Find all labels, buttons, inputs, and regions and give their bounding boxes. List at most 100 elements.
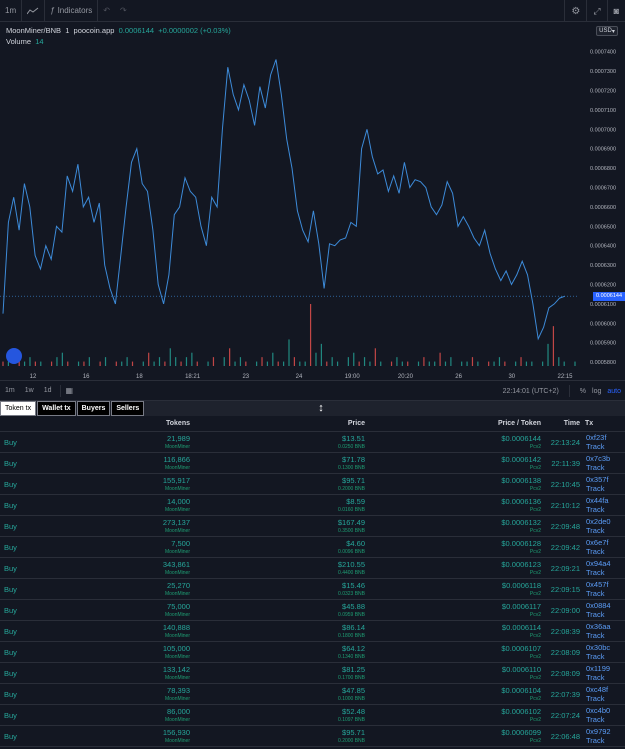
table-row[interactable]: Buy 21,989 MoonMiner $13.51 0.0250 BNB $0.000… [0, 432, 625, 453]
interval-button[interactable]: 1m [0, 0, 23, 22]
track-link[interactable]: Track [586, 568, 605, 577]
track-link[interactable]: Track [586, 715, 605, 724]
price-per-token: $0.0006107 [501, 644, 541, 653]
undo-button[interactable]: ↶ [98, 0, 115, 22]
clock-readout[interactable]: 22:14:01 (UTC+2) [502, 387, 559, 395]
chart-style-button[interactable] [22, 0, 46, 22]
track-link[interactable]: Track [586, 610, 605, 619]
track-link[interactable]: Track [586, 442, 605, 451]
chart-toolbar: 1m ƒ Indicators ↶ ↷ ⚙ ⤢ ◙ [0, 0, 625, 22]
side-label: Buy [4, 564, 17, 573]
tokens-amount: 155,917 [162, 476, 190, 485]
track-link[interactable]: Track [586, 736, 605, 745]
volume-bar [396, 357, 398, 366]
tokens-amount: 116,866 [163, 455, 190, 464]
fullscreen-button[interactable]: ⤢ [586, 0, 606, 22]
table-row[interactable]: Buy 75,000 MoonMiner $45.88 0.0959 BNB $0.000… [0, 600, 625, 621]
tx-tabs: Token tx Wallet tx Buyers Sellers [0, 401, 145, 416]
pool-name: Pcv2 [529, 738, 541, 744]
calendar-icon[interactable]: ▦ [65, 386, 74, 395]
table-row[interactable]: Buy 86,000 MoonMiner $52.48 0.1097 BNB $0.000… [0, 705, 625, 726]
track-link[interactable]: Track [586, 505, 605, 514]
tx-hash-link[interactable]: 0x6e7f [586, 538, 609, 547]
tx-hash-link[interactable]: 0x7c3b [586, 454, 611, 463]
chart-bottom-bar: 1m 1w 1d ▦ 22:14:01 (UTC+2) % log auto [0, 380, 625, 400]
settings-button[interactable]: ⚙ [564, 0, 586, 22]
tab-token-tx[interactable]: Token tx [0, 401, 37, 416]
tx-hash-link[interactable]: 0x9792 [586, 727, 611, 736]
tx-hash-link[interactable]: 0xc4b0 [586, 706, 611, 715]
tx-hash-link[interactable]: 0x44fa [586, 496, 609, 505]
price-bnb: 0.2000 BNB [338, 738, 365, 744]
tokens-amount: 7,500 [171, 539, 190, 548]
panel-splitter[interactable] [0, 400, 625, 416]
tab-buyers[interactable]: Buyers [76, 401, 111, 416]
tab-sellers[interactable]: Sellers [111, 401, 145, 416]
tab-wallet-tx[interactable]: Wallet tx [37, 401, 76, 416]
price-chart[interactable]: 0.0007400 0.0007300 0.0007200 0.0007100 0.00… [0, 22, 625, 380]
chart-area[interactable]: 0.0007400 0.0007300 0.0007200 0.0007100 0.00… [0, 22, 625, 380]
token-name: MoonMiner [164, 486, 190, 492]
track-link[interactable]: Track [586, 631, 605, 640]
tx-hash-link[interactable]: 0x357f [586, 475, 609, 484]
table-row[interactable]: Buy 133,142 MoonMiner $81.25 0.1700 BNB $0.00… [0, 663, 625, 684]
table-row[interactable]: Buy 116,866 MoonMiner $71.78 0.1300 BNB $0.00… [0, 453, 625, 474]
tx-hash-link[interactable]: 0xf23f [586, 433, 607, 442]
volume-bar [131, 361, 134, 366]
table-row[interactable]: Buy 78,393 MoonMiner $47.85 0.1000 BNB $0.000… [0, 684, 625, 705]
tx-hash-link[interactable]: 0x0884 [586, 601, 611, 610]
tx-hash-link[interactable]: 0x30bc [586, 643, 611, 652]
table-row[interactable]: Buy 343,861 MoonMiner $210.55 0.4400 BNB $0.0… [0, 558, 625, 579]
log-toggle[interactable]: log [592, 387, 602, 395]
track-link[interactable]: Track [586, 694, 605, 703]
table-row[interactable]: Buy 25,270 MoonMiner $15.46 0.0323 BNB $0.000… [0, 579, 625, 600]
track-link[interactable]: Track [586, 547, 605, 556]
tx-hash-link[interactable]: 0x1199 [586, 664, 611, 673]
table-row[interactable]: Buy 7,500 MoonMiner $4.60 0.0096 BNB $0.00061… [0, 537, 625, 558]
track-link[interactable]: Track [586, 484, 605, 493]
track-link[interactable]: Track [586, 463, 605, 472]
x-tick-label: 12 [30, 374, 37, 380]
currency-selector[interactable]: USD ▾ [596, 26, 618, 36]
tx-hash-link[interactable]: 0x36aa [586, 622, 611, 631]
table-row[interactable]: Buy 14,000 MoonMiner $8.59 0.0160 BNB $0.0006… [0, 495, 625, 516]
table-row[interactable]: Buy 156,930 MoonMiner $95.71 0.2000 BNB $0.00… [0, 726, 625, 747]
table-row[interactable]: Buy 140,888 MoonMiner $86.14 0.1800 BNB $0.00… [0, 621, 625, 642]
volume-bar [374, 348, 376, 366]
x-tick-label: 26 [455, 374, 462, 380]
resize-handle-icon[interactable]: ↕ [318, 402, 324, 414]
chart-legend: MoonMiner/BNB 1 poocoin.app 0.0006144 +0… [6, 26, 231, 35]
side-label: Buy [4, 732, 17, 741]
range-1m[interactable]: 1m [5, 387, 15, 394]
range-1w[interactable]: 1w [24, 387, 34, 394]
percent-toggle[interactable]: % [579, 387, 587, 395]
tx-hash-link[interactable]: 0x457f [586, 580, 609, 589]
redo-button[interactable]: ↷ [115, 0, 132, 22]
tx-hash-link[interactable]: 0x94a4 [586, 559, 611, 568]
table-row[interactable]: Buy 155,917 MoonMiner $95.71 0.2000 BNB $0.00… [0, 474, 625, 495]
track-link[interactable]: Track [586, 589, 605, 598]
indicators-button[interactable]: ƒ Indicators [45, 0, 99, 22]
volume-bar [515, 361, 517, 366]
table-row[interactable]: Buy 273,137 MoonMiner $167.49 0.3500 BNB $0.0… [0, 516, 625, 537]
pool-name: Pcv2 [529, 675, 541, 681]
range-1d[interactable]: 1d [43, 387, 52, 394]
table-row[interactable]: Buy 105,000 MoonMiner $64.12 0.1340 BNB $0.00… [0, 642, 625, 663]
track-link[interactable]: Track [586, 526, 605, 535]
tx-hash-link[interactable]: 0x2de0 [586, 517, 611, 526]
table-body: Buy 21,989 MoonMiner $13.51 0.0250 BNB $0.000… [0, 432, 625, 747]
track-link[interactable]: Track [586, 652, 605, 661]
auto-toggle[interactable]: auto [607, 387, 621, 395]
volume-bar [88, 357, 90, 366]
currency-label: USD [599, 28, 612, 34]
volume-bar [369, 361, 371, 366]
tx-hash-link[interactable]: 0xc48f [586, 685, 609, 694]
volume-bar [277, 361, 279, 366]
volume-bar [331, 357, 333, 366]
table-header: Tokens Price Price / Token Time Tx [0, 416, 625, 432]
screenshot-button[interactable]: ◙ [606, 0, 625, 22]
volume-bar [153, 361, 155, 366]
price-per-token: $0.0006142 [501, 455, 541, 464]
tx-time: 22:13:24 [550, 438, 580, 447]
track-link[interactable]: Track [586, 673, 605, 682]
